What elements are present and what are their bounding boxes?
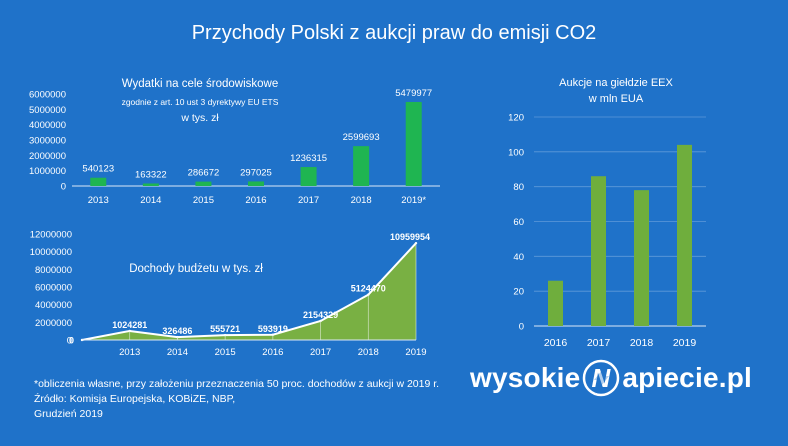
data-point — [367, 293, 370, 296]
x-tick-label: 2014 — [167, 347, 188, 358]
bar — [405, 101, 422, 186]
x-tick-label: 2014 — [140, 195, 161, 206]
x-tick-label: 2016 — [262, 347, 283, 358]
bar — [195, 181, 212, 186]
chart-title: Dochody budżetu w tys. zł — [129, 263, 263, 275]
bar — [300, 167, 317, 186]
x-tick-label: 2018 — [358, 347, 379, 358]
area-series-line — [81, 242, 417, 341]
x-tick-label: 2019* — [401, 195, 426, 206]
y-tick-label: 4000000 — [35, 300, 72, 311]
y-tick-label: 10000000 — [30, 247, 72, 258]
y-tick-label: 0 — [61, 182, 66, 193]
chart-subtitle: w mln EUA — [588, 93, 644, 105]
footnote: *obliczenia własne, przy założeniu przez… — [34, 377, 439, 422]
data-label: 286672 — [188, 168, 220, 179]
data-label: 555721 — [210, 324, 240, 334]
logo-text-part2: apiecie.pl — [622, 362, 752, 393]
data-label: 5479977 — [395, 88, 432, 99]
bar — [142, 183, 159, 186]
y-tick-label: 6000000 — [29, 90, 66, 101]
bar — [248, 181, 264, 186]
bar — [548, 280, 563, 326]
x-tick-label: 2016 — [245, 195, 266, 206]
bar — [353, 146, 370, 186]
x-tick-label: 2015 — [215, 347, 236, 358]
data-point — [223, 333, 227, 337]
chart-unit-label: w tys. zł — [180, 112, 219, 124]
x-tick-label: 2019 — [405, 347, 426, 358]
y-tick-label: 0 — [519, 322, 524, 333]
data-label: 0 — [69, 336, 74, 346]
x-tick-label: 2015 — [193, 195, 214, 206]
y-tick-label: 2000000 — [35, 318, 72, 329]
y-tick-label: 2000000 — [29, 151, 66, 162]
y-tick-label: 4000000 — [29, 120, 66, 131]
data-label: 5124470 — [351, 284, 386, 294]
chart-title: Aukcje na giełdzie EEX — [559, 77, 673, 89]
data-label: 163322 — [135, 169, 167, 180]
chart-subtitle: zgodnie z art. 10 ust 3 dyrektywy EU ETS — [122, 97, 279, 107]
footnote-line-3: Grudzień 2019 — [34, 408, 103, 420]
data-label: 1024281 — [112, 320, 147, 330]
x-tick-label: 2013 — [88, 195, 109, 206]
data-label: 297025 — [240, 167, 272, 178]
y-tick-label: 40 — [513, 252, 524, 263]
bar — [634, 190, 649, 326]
y-tick-label: 12000000 — [30, 230, 72, 241]
bar — [591, 176, 606, 326]
y-tick-label: 0 — [67, 336, 72, 347]
x-tick-label: 2017 — [298, 195, 319, 206]
y-tick-label: 20 — [513, 287, 524, 298]
y-tick-label: 1000000 — [29, 166, 66, 177]
logo-text-part1: wysokie — [470, 362, 581, 393]
chart-eex-auctions: Aukcje na giełdzie EEX w mln EUA 0 20 40 60 80… — [508, 77, 706, 349]
footnote-line-2: Źródło: Komisja Europejska, KOBiZE, NBP, — [34, 393, 236, 405]
y-tick-label: 5000000 — [29, 105, 66, 116]
data-label: 2599693 — [343, 132, 380, 143]
x-tick-label: 2018 — [630, 337, 654, 349]
main-title: Przychody Polski z aukcji praw do emisji… — [191, 22, 597, 44]
x-tick-label: 2017 — [310, 347, 331, 358]
data-point — [176, 335, 179, 339]
x-tick-label: 2018 — [351, 195, 372, 206]
data-label: 1236315 — [290, 153, 327, 164]
bolt-icon: N — [581, 358, 621, 398]
data-label: 540123 — [82, 164, 114, 175]
y-tick-label: 8000000 — [35, 265, 72, 276]
bar — [90, 177, 107, 186]
y-tick-label: 80 — [513, 182, 524, 193]
data-label: 10959954 — [390, 232, 430, 242]
bar — [677, 144, 692, 326]
x-tick-label: 2016 — [544, 337, 568, 349]
data-label: 2154329 — [303, 310, 338, 320]
x-tick-label: 2013 — [119, 347, 140, 358]
chart-title: Wydatki na cele środowiskowe — [122, 78, 279, 90]
y-tick-label: 6000000 — [35, 283, 72, 294]
y-tick-label: 100 — [508, 147, 524, 158]
y-tick-label: 3000000 — [29, 136, 66, 147]
chart-environment-spending: Wydatki na cele środowiskowe zgodnie z ar… — [29, 78, 440, 206]
logo[interactable]: wysokie N apiecie.pl — [470, 358, 752, 398]
chart-budget-income: 0 2000000 4000000 6000000 8000000 10000000 120… — [30, 230, 430, 359]
data-label: 326486 — [162, 326, 192, 336]
y-tick-label: 60 — [513, 217, 524, 228]
area-series — [82, 243, 416, 340]
footnote-line-1: *obliczenia własne, przy założeniu przez… — [34, 378, 440, 390]
data-label: 593919 — [258, 324, 288, 334]
y-tick-label: 120 — [508, 113, 524, 124]
logo-mark-letter: N — [592, 363, 612, 393]
x-tick-label: 2019 — [673, 337, 697, 349]
x-tick-label: 2017 — [587, 337, 611, 349]
